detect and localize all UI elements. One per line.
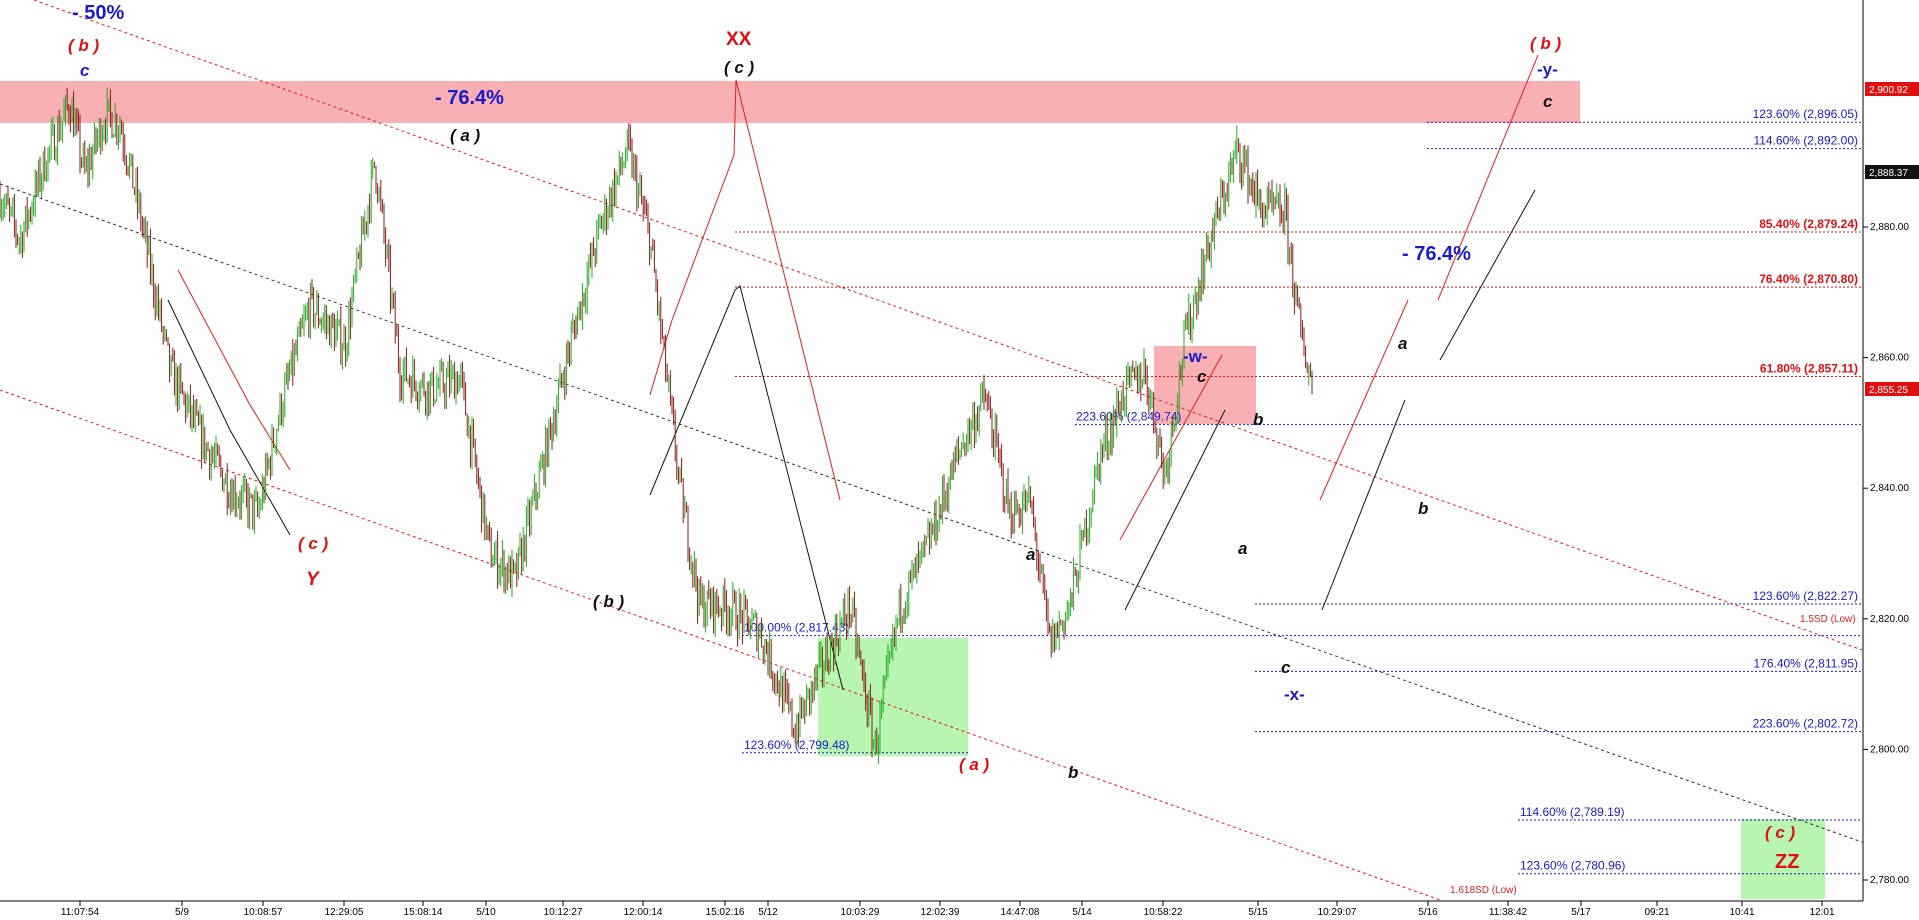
last-price-bg — [1865, 382, 1919, 396]
fib-levels: 123.60% (2,896.05) 114.60% (2,892.00) 85.4… — [735, 107, 1862, 875]
x-tick-label: 10:03:29 — [841, 907, 880, 918]
x-tick-label: 11:38:42 — [1489, 907, 1528, 918]
fib-label: 114.60% (2,789.19) — [1520, 805, 1625, 819]
pct-50-label: - 50% — [72, 2, 124, 24]
price-marker-mid-bg — [1865, 165, 1919, 179]
wave-w: -w- — [1183, 347, 1208, 366]
wave-c-left: c — [80, 61, 90, 80]
x-tick-label: 5/16 — [1418, 907, 1438, 918]
pct-764-left-label: - 76.4% — [435, 87, 504, 109]
fib-label: 176.40% (2,811.95) — [1753, 656, 1858, 670]
channel-label-1-5sd: 1.5SD (Low) — [1800, 614, 1856, 625]
y-tick-label: 2,800.00 — [1870, 744, 1909, 755]
y-tick-label: 2,860.00 — [1870, 353, 1909, 364]
fib-label: 114.60% (2,892.00) — [1753, 134, 1858, 148]
wave-c-x: c — [1281, 658, 1291, 677]
trend-line-black-3 — [1124, 409, 1226, 611]
wave-y: -y- — [1537, 60, 1558, 79]
wave-b-w: b — [1253, 410, 1263, 429]
wave-c-w: c — [1197, 367, 1207, 386]
wave-b-paren: ( b ) — [593, 592, 624, 611]
wave-XX: XX — [726, 29, 752, 50]
price-axis: 2,780.00 2,800.00 2,820.00 2,840.00 2,860.00… — [1862, 0, 1919, 901]
trend-line-red-4 — [1319, 299, 1409, 501]
fib-label: 223.60% (2,849.74) — [1076, 410, 1181, 424]
channel-lines — [0, 0, 1863, 901]
wave-Y: Y — [306, 569, 321, 590]
x-tick-label: 14:47:08 — [1001, 907, 1040, 918]
last-price-label: 2,855.25 — [1869, 385, 1908, 396]
candles — [0, 87, 1313, 764]
wave-ZZ: ZZ — [1775, 851, 1799, 873]
pct-764-right-label: - 76.4% — [1402, 243, 1471, 265]
y-tick-label: 2,780.00 — [1870, 875, 1909, 886]
x-tick-label: 10:58:22 — [1144, 907, 1183, 918]
x-tick-label: 10:08:57 — [244, 907, 283, 918]
wave-labels: - 50% - 76.4% - 76.4% ( b ) c ( c ) Y ( … — [68, 2, 1799, 873]
y-tick-label: 2,820.00 — [1870, 614, 1909, 625]
wave-c-Y: ( c ) — [298, 534, 329, 553]
time-axis: 11:07:54 5/9 10:08:57 12:29:05 15:08:14 5/10 1… — [0, 900, 1863, 918]
fib-label: 76.40% (2,870.80) — [1759, 272, 1858, 286]
channel-label-1-618sd: 1.618SD (Low) — [1450, 885, 1517, 896]
x-tick-label: 15:08:14 — [404, 907, 443, 918]
wave-b-right: ( b ) — [1530, 34, 1561, 53]
wave-a-w: a — [1238, 539, 1247, 558]
x-tick-label: 10:12:27 — [544, 907, 583, 918]
wave-b-y: b — [1418, 499, 1428, 518]
fib-label: 123.60% (2,780.96) — [1520, 859, 1625, 873]
x-tick-label: 5/12 — [758, 907, 778, 918]
x-tick-label: 5/15 — [1248, 907, 1268, 918]
resistance-zone-top — [0, 81, 1580, 123]
zones — [0, 81, 1825, 899]
x-tick-label: 12:01 — [1809, 907, 1834, 918]
trend-line-red-2 — [649, 79, 841, 501]
wave-c-ZZ: ( c ) — [1765, 823, 1796, 842]
trend-line-red-5 — [1437, 54, 1539, 301]
channel-lower-line — [0, 389, 1441, 901]
trend-line-black-2 — [649, 285, 844, 691]
wave-x: -x- — [1284, 685, 1305, 704]
wave-a-paren: ( a ) — [450, 126, 481, 145]
wave-c-y: c — [1543, 92, 1553, 111]
channel-midline — [0, 183, 1863, 843]
fib-label: 61.80% (2,857.11) — [1760, 361, 1858, 375]
price-marker-top: 2,900.92 — [1869, 85, 1908, 96]
trend-line-black-5 — [1439, 189, 1536, 361]
x-tick-label: 10:41 — [1729, 907, 1754, 918]
fib-label: 123.60% (2,896.05) — [1753, 107, 1858, 121]
fib-label: 123.60% (2,822.27) — [1753, 589, 1858, 603]
x-tick-label: 5/10 — [476, 907, 496, 918]
x-tick-label: 5/17 — [1571, 907, 1591, 918]
x-tick-label: 12:29:05 — [325, 907, 364, 918]
x-tick-label: 12:02:39 — [921, 907, 960, 918]
trend-line-black — [167, 299, 291, 536]
wave-a-red: ( a ) — [959, 755, 990, 774]
channel-upper-line — [32, 0, 1863, 651]
fib-label: 100.00% (2,817.43) — [744, 621, 849, 635]
x-tick-label: 15:02:16 — [706, 907, 745, 918]
x-tick-label: 5/14 — [1072, 907, 1092, 918]
x-tick-label: 11:07:54 — [61, 907, 100, 918]
support-zone-c — [1741, 819, 1825, 899]
price-marker-mid: 2,888.37 — [1869, 168, 1908, 179]
y-tick-label: 2,840.00 — [1870, 483, 1909, 494]
trend-line-black-4 — [1321, 399, 1406, 611]
x-tick-label: 5/9 — [175, 907, 189, 918]
fib-label: 223.60% (2,802.72) — [1753, 717, 1858, 731]
wave-trend-lines — [167, 54, 1539, 691]
wave-a-mid: a — [1026, 545, 1035, 564]
fib-label: 85.40% (2,879.24) — [1759, 217, 1858, 231]
wave-a-y: a — [1398, 334, 1407, 353]
x-tick-label: 12:00:14 — [624, 907, 663, 918]
wave-b-low: b — [1068, 763, 1078, 782]
y-tick-label: 2,880.00 — [1870, 222, 1909, 233]
wave-c-XX: ( c ) — [724, 58, 755, 77]
x-tick-label: 10:29:07 — [1318, 907, 1357, 918]
x-tick-label: 09:21 — [1644, 907, 1669, 918]
price-marker-top-bg — [1865, 82, 1919, 96]
wave-b-left: ( b ) — [68, 36, 99, 55]
